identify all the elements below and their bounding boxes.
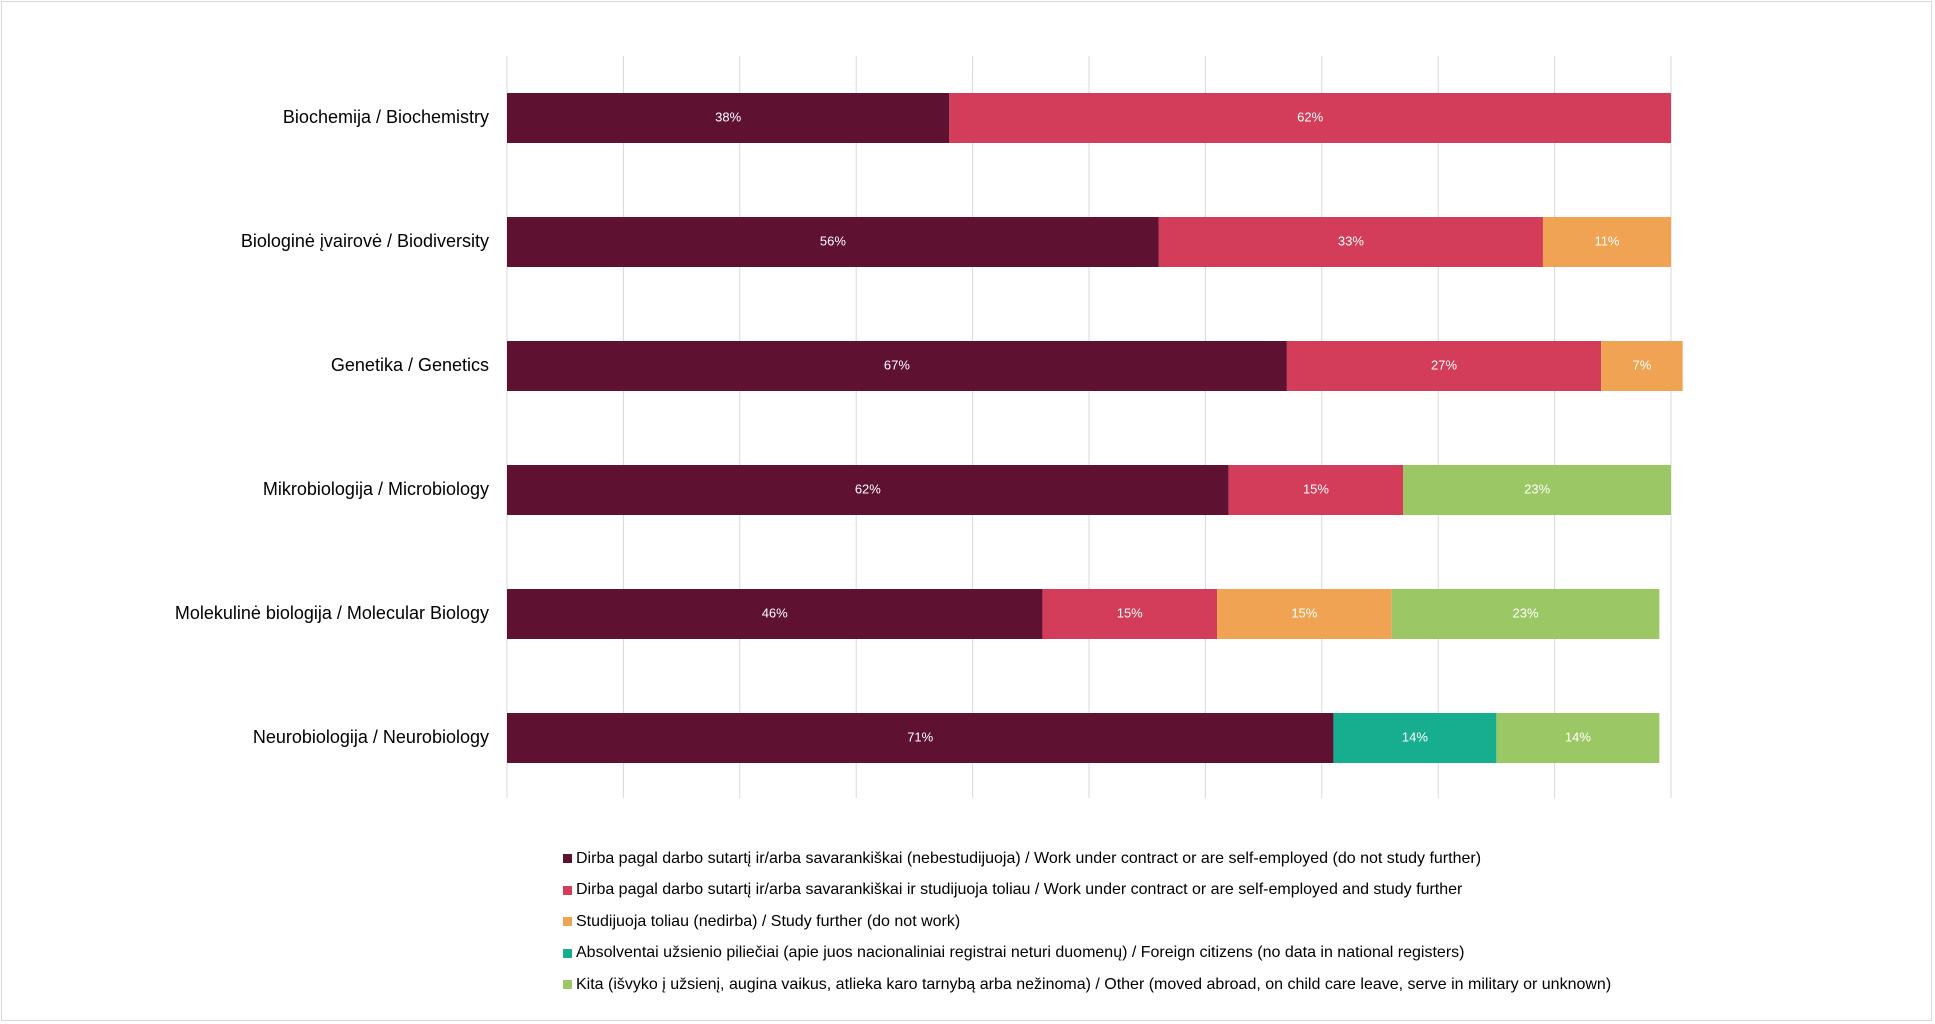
bar-segment: [507, 93, 950, 143]
bar-segment: [507, 341, 1287, 391]
bar-segment: [1158, 217, 1543, 267]
data-labels: 38% 62% 56% 33% 11% 67% 27% 7% 62% 15% 23% 46% 15% 15…: [715, 109, 1652, 744]
legend-item: Kita (išvyko į užsienį, augina vaikus, a…: [563, 969, 1611, 1001]
data-label: 14%: [1565, 729, 1591, 744]
bar-segment: [1286, 341, 1602, 391]
legend-swatch: [563, 917, 572, 927]
data-label: 14%: [1402, 729, 1428, 744]
bar-segment: [507, 465, 1229, 515]
data-label: 62%: [1297, 109, 1323, 124]
data-label: 67%: [884, 357, 910, 372]
bar-segment: [507, 217, 1159, 267]
bar-segment: [1228, 465, 1404, 515]
legend-label: Dirba pagal darbo sutartį ir/arba savara…: [576, 849, 1482, 867]
data-label: 7%: [1633, 357, 1652, 372]
legend-item: Dirba pagal darbo sutartį ir/arba savara…: [563, 843, 1611, 875]
data-label: 15%: [1291, 605, 1317, 620]
bar-segment: [1391, 589, 1660, 639]
bar-segment: [1042, 589, 1218, 639]
bars: [507, 93, 1683, 763]
legend-swatch: [563, 885, 572, 895]
data-label: 38%: [715, 109, 741, 124]
legend: Dirba pagal darbo sutartį ir/arba savara…: [563, 843, 1611, 1001]
data-label: 27%: [1431, 357, 1457, 372]
bar-segment: [1333, 713, 1497, 763]
data-label: 33%: [1338, 233, 1364, 248]
legend-label: Studijuoja toliau (nedirba) / Study furt…: [576, 912, 961, 930]
data-label: 15%: [1303, 481, 1329, 496]
legend-label: Absolventai užsienio piliečiai (apie juo…: [576, 944, 1465, 962]
bar-segment: [949, 93, 1671, 143]
category-label: Biochemija / Biochemistry: [283, 107, 489, 127]
bar-segment: [1601, 341, 1683, 391]
legend-swatch: [563, 948, 572, 958]
category-label: Genetika / Genetics: [331, 355, 489, 375]
data-label: 23%: [1524, 481, 1550, 496]
bar-segment: [1542, 217, 1671, 267]
bar-segment: [507, 589, 1043, 639]
legend-item: Dirba pagal darbo sutartį ir/arba savara…: [563, 875, 1611, 907]
category-label: Neurobiologija / Neurobiology: [253, 727, 489, 747]
data-label: 46%: [762, 605, 788, 620]
data-label: 71%: [907, 729, 933, 744]
bar-segment: [1217, 589, 1392, 639]
category-label: Biologinė įvairovė / Biodiversity: [241, 231, 489, 251]
data-label: 11%: [1594, 233, 1619, 248]
legend-item: Absolventai užsienio piliečiai (apie juo…: [563, 938, 1611, 970]
category-label: Mikrobiologija / Microbiology: [263, 479, 489, 499]
category-labels: Biochemija / Biochemistry Biologinė įvair…: [175, 107, 489, 747]
bar-segment: [1496, 713, 1660, 763]
category-label: Molekulinė biologija / Molecular Biology: [175, 603, 489, 623]
data-label: 56%: [820, 233, 846, 248]
gridlines: [506, 56, 1672, 798]
bar-segment: [507, 713, 1334, 763]
data-label: 15%: [1117, 605, 1143, 620]
legend-label: Dirba pagal darbo sutartį ir/arba savara…: [576, 881, 1463, 899]
legend-label: Kita (išvyko į užsienį, augina vaikus, a…: [576, 975, 1612, 993]
data-label: 23%: [1512, 605, 1538, 620]
data-label: 62%: [855, 481, 881, 496]
legend-swatch: [563, 980, 572, 990]
legend-swatch: [563, 854, 572, 864]
bar-segment: [1403, 465, 1671, 515]
legend-item: Studijuoja toliau (nedirba) / Study furt…: [563, 906, 1611, 938]
